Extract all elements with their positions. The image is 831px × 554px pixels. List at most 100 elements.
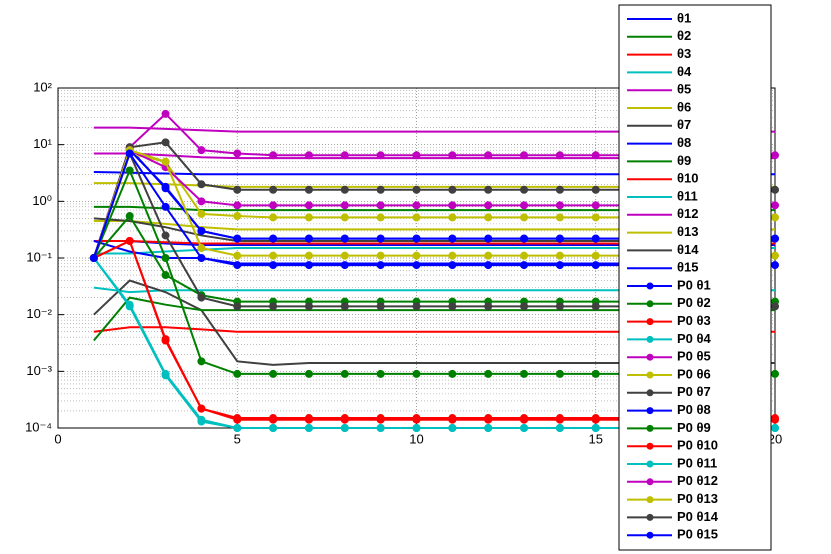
series-marker: [484, 424, 493, 432]
series-marker: [89, 254, 98, 262]
x-tick-label: 5: [234, 431, 241, 446]
series-marker: [448, 251, 457, 260]
series-marker: [340, 302, 349, 311]
series-marker: [484, 251, 493, 260]
legend-label: P0 θ13: [677, 491, 718, 506]
series-marker: [304, 251, 313, 260]
series-marker: [269, 201, 278, 210]
series-marker: [376, 251, 385, 260]
series-marker: [591, 424, 600, 432]
series-marker: [484, 261, 493, 270]
series-marker: [555, 251, 564, 260]
series-marker: [340, 261, 349, 270]
series-marker: [520, 201, 529, 210]
series-marker: [555, 424, 564, 432]
legend-marker: [646, 389, 654, 397]
legend-marker: [646, 282, 654, 290]
series-marker: [484, 213, 493, 222]
series-marker: [376, 261, 385, 270]
series-marker: [520, 213, 529, 222]
series-marker: [771, 369, 779, 378]
series-marker: [555, 151, 564, 160]
legend-label: θ12: [677, 206, 699, 221]
series-marker: [233, 149, 242, 158]
legend-label: θ4: [677, 64, 692, 79]
series-marker: [197, 226, 206, 235]
series-marker: [484, 201, 493, 210]
series-marker: [484, 151, 493, 160]
series-marker: [269, 414, 278, 423]
series-marker: [520, 424, 529, 432]
series-marker: [520, 302, 529, 311]
y-tick-label: 10¹: [33, 136, 52, 151]
series-marker: [448, 185, 457, 194]
legend-label: θ2: [677, 28, 691, 43]
series-marker: [591, 261, 600, 270]
legend-marker: [646, 513, 654, 521]
series-marker: [484, 414, 493, 423]
series-marker: [448, 302, 457, 311]
y-tick-label: 10⁻³: [26, 363, 52, 378]
series-marker: [125, 236, 134, 245]
series-marker: [412, 424, 421, 432]
series-marker: [161, 138, 170, 147]
series-marker: [448, 424, 457, 432]
legend-marker: [646, 300, 654, 308]
legend-marker: [646, 478, 654, 486]
series-marker: [412, 261, 421, 270]
legend-label: θ7: [677, 117, 691, 132]
series-marker: [591, 185, 600, 194]
legend-label: θ1: [677, 10, 691, 25]
series-marker: [304, 302, 313, 311]
series-marker: [591, 151, 600, 160]
legend-label: θ10: [677, 171, 699, 186]
series-marker: [269, 302, 278, 311]
series-marker: [412, 302, 421, 311]
series-marker: [412, 213, 421, 222]
y-tick-label: 10⁰: [32, 193, 52, 208]
legend-label: P0 θ5: [677, 349, 711, 364]
series-marker: [520, 369, 529, 378]
series-marker: [197, 417, 206, 426]
series-marker: [591, 302, 600, 311]
series-marker: [591, 414, 600, 423]
series-marker: [125, 302, 134, 311]
series-marker: [520, 185, 529, 194]
series-marker: [304, 185, 313, 194]
y-tick-label: 10⁻²: [26, 306, 52, 321]
series-marker: [412, 185, 421, 194]
legend-label: P0 θ1: [677, 277, 711, 292]
series-marker: [197, 254, 206, 262]
series-marker: [771, 213, 779, 222]
series-marker: [269, 151, 278, 160]
series-marker: [233, 424, 242, 432]
legend-label: P0 θ3: [677, 313, 711, 328]
series-marker: [376, 302, 385, 311]
legend-label: θ3: [677, 46, 691, 61]
legend-label: P0 θ4: [677, 331, 712, 346]
legend-marker: [646, 318, 654, 326]
series-marker: [591, 201, 600, 210]
series-marker: [555, 261, 564, 270]
series-marker: [771, 302, 779, 311]
legend-label: P0 θ6: [677, 366, 711, 381]
series-marker: [412, 201, 421, 210]
y-tick-label: 10⁻⁴: [25, 419, 52, 434]
series-marker: [340, 213, 349, 222]
series-marker: [555, 302, 564, 311]
series-marker: [233, 302, 242, 311]
legend-label: P0 θ14: [677, 509, 719, 524]
legend-marker: [646, 371, 654, 379]
series-marker: [304, 213, 313, 222]
series-marker: [448, 261, 457, 270]
series-marker: [304, 261, 313, 270]
series-marker: [304, 234, 313, 243]
series-marker: [376, 414, 385, 423]
legend-marker: [646, 424, 654, 432]
series-marker: [269, 213, 278, 222]
series-marker: [197, 197, 206, 206]
series-marker: [484, 302, 493, 311]
series-marker: [412, 234, 421, 243]
legend-marker: [646, 531, 654, 539]
